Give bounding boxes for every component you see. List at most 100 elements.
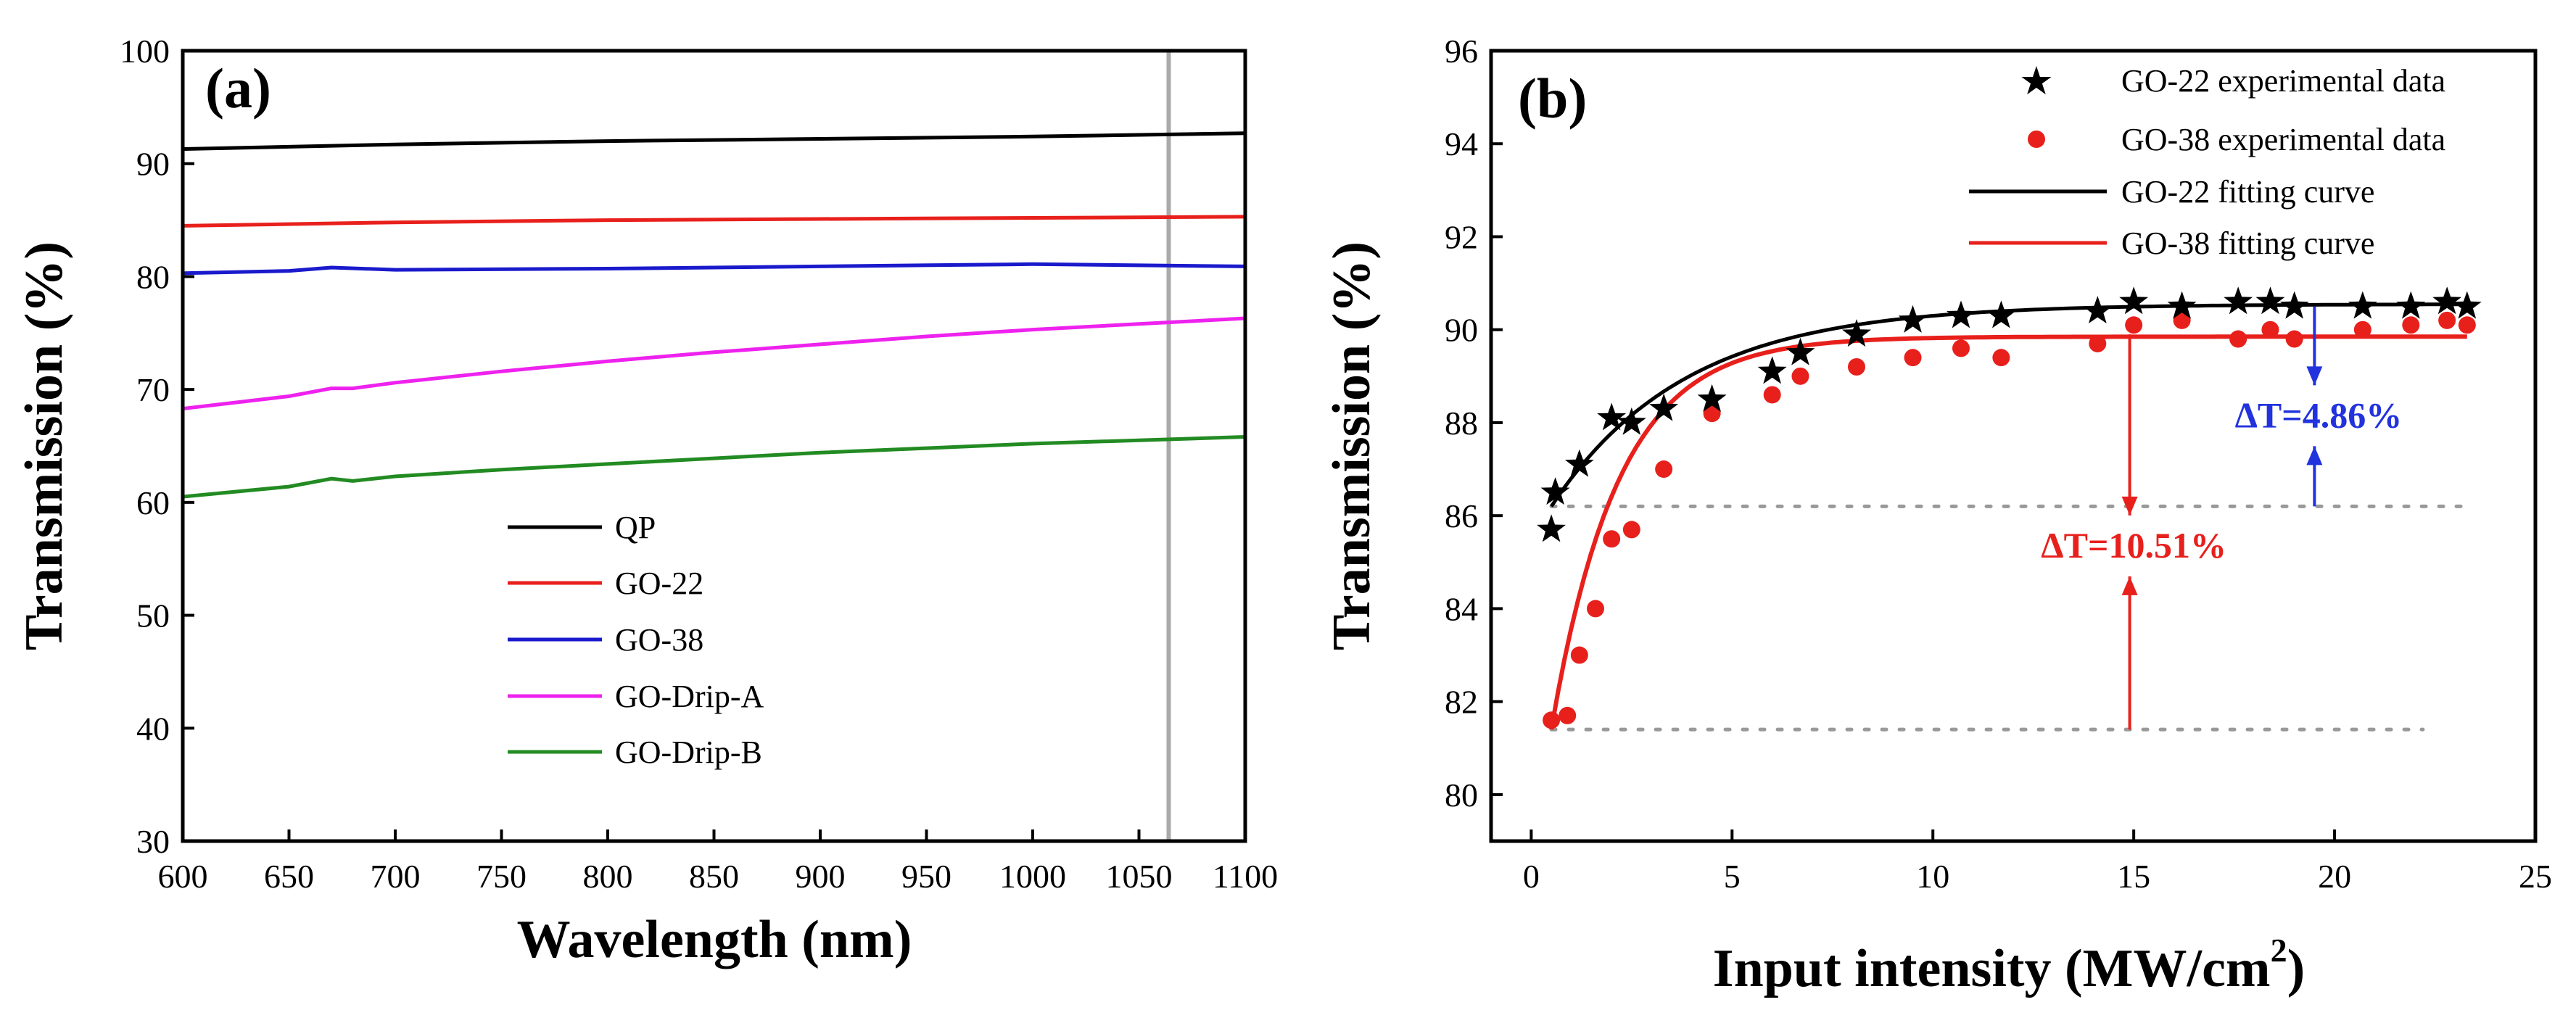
go-22-point-4 [1617, 407, 1646, 435]
go-22-point-10 [1898, 305, 1928, 333]
delta-t-arrow-up-1 [2121, 576, 2138, 730]
legend-label-qp: QP [615, 510, 656, 545]
go-38-point-13 [1992, 349, 2010, 367]
go-38-point-23 [2458, 316, 2476, 334]
go-38-point-11 [1904, 349, 1922, 367]
x-tick-label-10: 10 [1916, 858, 1949, 895]
go-22-point-3 [1597, 402, 1627, 431]
y-tick-label-84: 84 [1445, 590, 1478, 627]
delta-t-arrow-down-0 [2306, 306, 2323, 386]
go-38-point-1 [1559, 706, 1577, 724]
go-38-point-4 [1603, 530, 1621, 548]
go-38-point-0 [1543, 711, 1561, 729]
panel-b-ticks: 0 5 10 15 20 25 80 82 84 86 88 90 92 94 96 [1445, 33, 2552, 895]
legend-label-go-38-data: GO-38 experimental data [2121, 122, 2445, 157]
y-tick-label-96: 96 [1445, 33, 1478, 70]
go-38-point-20 [2353, 320, 2371, 339]
go-22-point-8 [1786, 337, 1815, 365]
go-22-point-22 [2452, 291, 2482, 319]
legend-label-go-drip-b: GO-Drip-B [615, 734, 762, 770]
go-22-point-1 [1540, 477, 1570, 505]
x-tick-label-5: 5 [1724, 858, 1741, 895]
go-38-point-5 [1622, 521, 1640, 539]
go-22-point-9 [1842, 319, 1871, 347]
panel-a-legend: QP GO-22 GO-38 GO-Drip-A GO-Drip-B [508, 510, 764, 770]
y-tick-label-90: 90 [136, 146, 170, 183]
go-38-point-17 [2229, 330, 2247, 348]
x-tick-label-900: 900 [796, 858, 846, 895]
go-22-point-14 [2119, 286, 2149, 315]
x-tick-label-1050: 1050 [1106, 858, 1173, 895]
panel-a-ticks: 600 650 700 750 800 850 900 950 1000 1050 1100 30 40… [120, 33, 1278, 895]
go-38-point-12 [1952, 339, 1970, 357]
panel-b-label: (b) [1518, 67, 1587, 130]
x-tick-label-15: 15 [2117, 858, 2150, 895]
go-38-point-8 [1763, 386, 1781, 404]
y-tick-label-70: 70 [136, 371, 170, 408]
series-line-go-drip-a [182, 316, 1246, 411]
go-38-point-6 [1655, 460, 1673, 479]
legend-label-go-22: GO-22 [615, 566, 703, 601]
go-38-point-15 [2125, 316, 2143, 334]
go-38-point-21 [2402, 316, 2420, 334]
x-tick-label-950: 950 [901, 858, 951, 895]
fit-curve-go-22 [1550, 302, 2467, 508]
y-tick-label-30: 30 [136, 823, 170, 860]
go-22-point-0 [1537, 514, 1566, 542]
y-tick-label-50: 50 [136, 597, 170, 634]
panel-b: 0 5 10 15 20 25 80 82 84 86 88 90 92 94 96 (b) Input i… [1322, 33, 2552, 998]
series-line-go-38 [182, 262, 1246, 276]
go-38-point-19 [2285, 330, 2303, 348]
panel-b-plot-frame [1489, 49, 2538, 843]
go-22-point-18 [2279, 291, 2309, 319]
y-tick-label-86: 86 [1445, 497, 1478, 534]
legend-label-go-38-fit: GO-38 fitting curve [2121, 225, 2374, 261]
x-tick-label-25: 25 [2519, 858, 2552, 895]
panel-a-y-axis-title: Transmission (%) [15, 241, 74, 650]
go-22-point-13 [2083, 296, 2113, 323]
y-tick-label-90: 90 [1445, 312, 1478, 349]
go-38-point-9 [1791, 367, 1809, 385]
panel-b-dotted-levels [1549, 504, 2469, 732]
x-tick-label-0: 0 [1523, 858, 1540, 895]
y-tick-label-82: 82 [1445, 684, 1478, 721]
go-38-point-2 [1570, 646, 1588, 664]
go-38-point-22 [2438, 311, 2456, 329]
delta-t-arrow-up-0 [2306, 446, 2323, 507]
y-tick-label-100: 100 [120, 33, 170, 70]
go-38-point-10 [1848, 358, 1865, 376]
go-22-point-15 [2167, 291, 2197, 319]
legend-label-go-38: GO-38 [615, 622, 703, 658]
y-tick-label-92: 92 [1445, 218, 1478, 255]
go-22-point-11 [1947, 300, 1976, 328]
series-line-qp [182, 131, 1246, 151]
delta-t-arrow-down-1 [2121, 334, 2138, 516]
go-22-point-6 [1697, 384, 1727, 412]
go-22-point-16 [2224, 286, 2253, 315]
x-axis-title-superscript: 2 [2271, 932, 2287, 969]
panel-b-x-axis-title: Input intensity (MW/cm2) [1713, 932, 2305, 998]
series-line-go-drip-b [182, 435, 1246, 499]
go-22-point-17 [2255, 286, 2285, 315]
go-22-point-12 [1986, 300, 2016, 328]
go-38-point-3 [1587, 600, 1604, 618]
delta-t-annotation-go-22: ΔT=4.86% [2235, 394, 2403, 435]
x-tick-label-850: 850 [689, 858, 739, 895]
y-tick-label-80: 80 [136, 258, 170, 295]
delta-t-annotation-go-38: ΔT=10.51% [2041, 525, 2226, 566]
x-tick-label-1100: 1100 [1213, 858, 1278, 895]
x-tick-label-600: 600 [158, 858, 208, 895]
panel-b-y-axis-title: Transmission (%) [1322, 241, 1382, 650]
panel-a-series [182, 131, 1246, 499]
go-22-point-7 [1757, 356, 1787, 384]
panel-a-x-axis-title: Wavelength (nm) [517, 910, 912, 969]
go-22-point-21 [2432, 286, 2462, 315]
legend-label-go-drip-a: GO-Drip-A [615, 679, 764, 714]
series-line-go-22 [182, 215, 1246, 228]
panel-b-delta-arrows [2121, 306, 2323, 730]
go-22-point-19 [2348, 291, 2377, 319]
go-38-point-7 [1703, 405, 1721, 423]
x-axis-title-main: Input intensity (MW/cm [1713, 939, 2271, 998]
x-tick-label-1000: 1000 [999, 858, 1066, 895]
